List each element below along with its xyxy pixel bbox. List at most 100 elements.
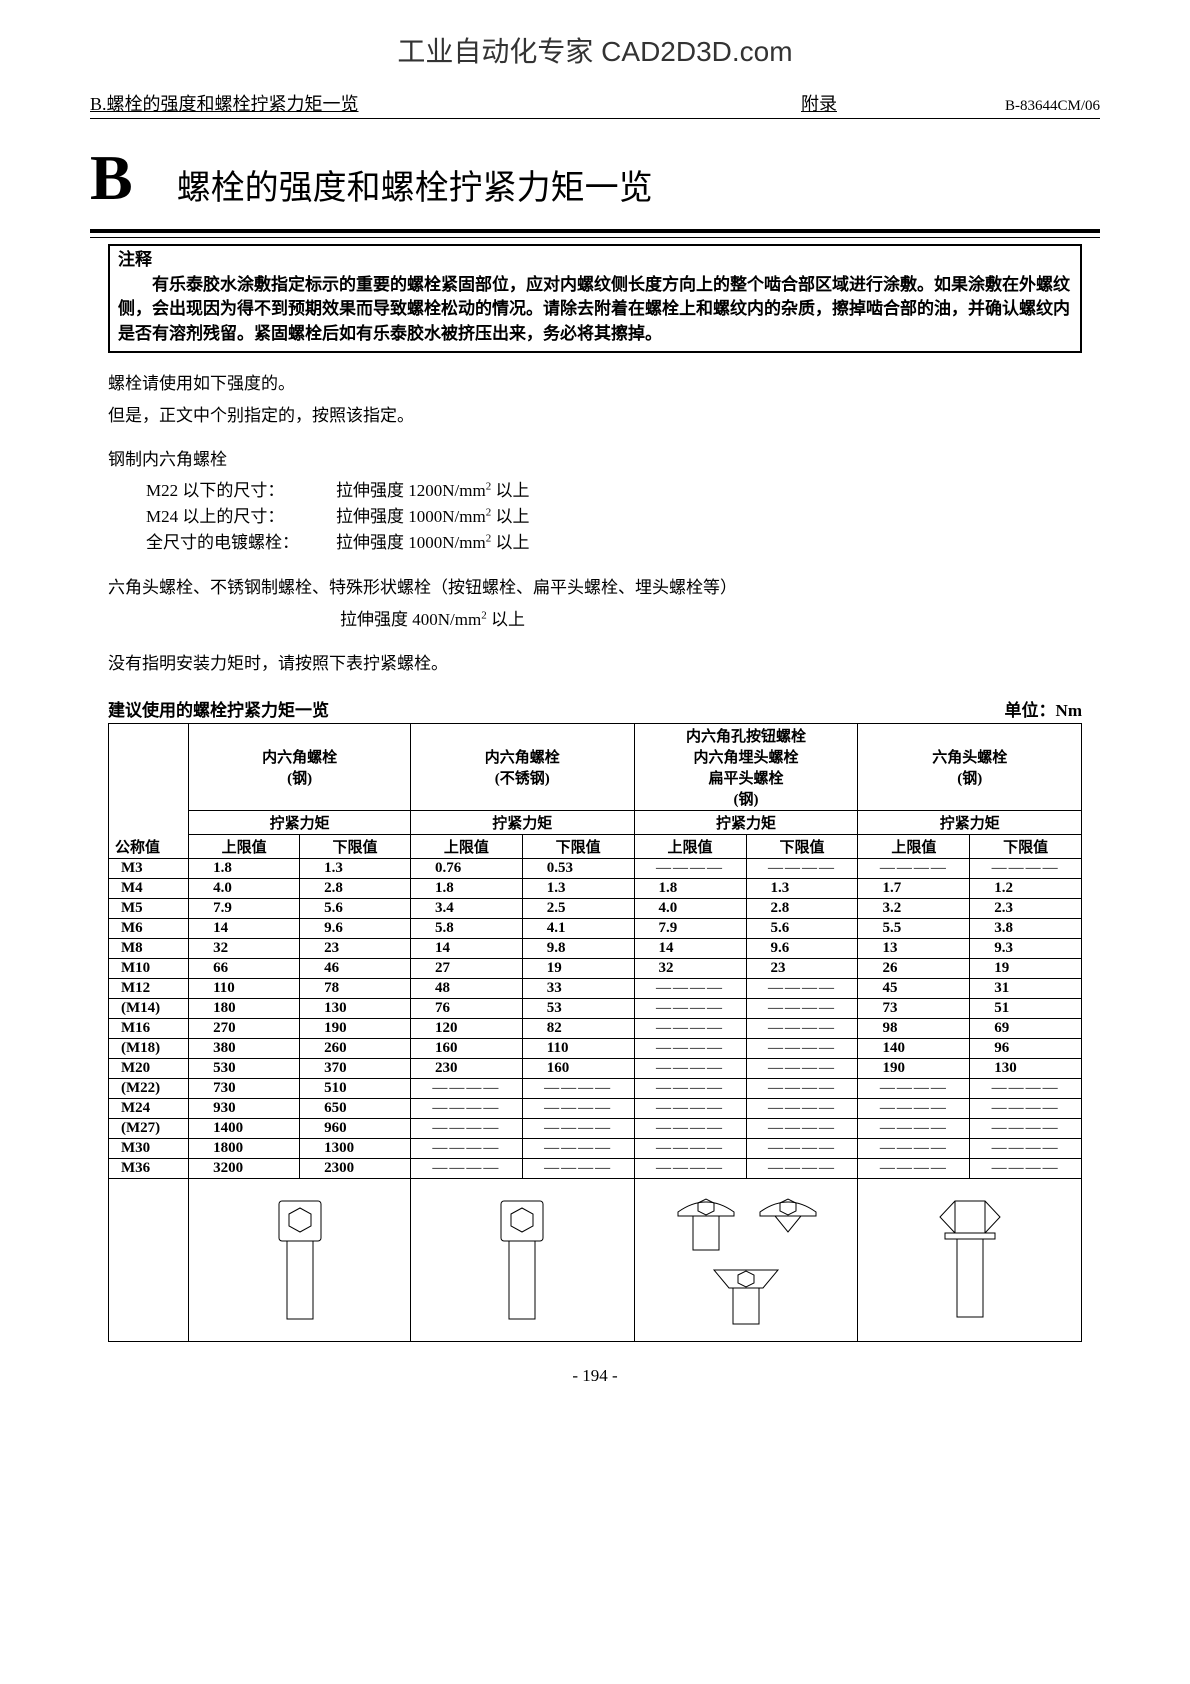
value-cell: 1.3 <box>300 858 411 878</box>
value-cell: 45 <box>858 978 970 998</box>
table-row: M106646271932232619 <box>109 958 1082 978</box>
value-cell: 160 <box>522 1058 634 1078</box>
value-cell: 19 <box>970 958 1082 978</box>
table-row: M1627019012082――――――――9869 <box>109 1018 1082 1038</box>
dash-cell: ―――― <box>970 858 1082 878</box>
value-cell: 7.9 <box>634 918 746 938</box>
dash-cell: ―――― <box>858 1138 970 1158</box>
value-cell: 2.8 <box>746 898 858 918</box>
upper-header: 上限值 <box>858 834 970 858</box>
illustration-socket-head-ss <box>411 1178 635 1341</box>
value-cell: 53 <box>522 998 634 1018</box>
header-doc-number: B-83644CM/06 <box>845 98 1100 115</box>
dash-cell: ―――― <box>746 1138 858 1158</box>
value-cell: 3.8 <box>970 918 1082 938</box>
value-cell: 51 <box>970 998 1082 1018</box>
dash-cell: ―――― <box>634 1058 746 1078</box>
value-cell: 9.3 <box>970 938 1082 958</box>
value-cell: 14 <box>634 938 746 958</box>
value-cell: 1.8 <box>189 858 300 878</box>
value-cell: 2.3 <box>970 898 1082 918</box>
value-cell: 46 <box>300 958 411 978</box>
dash-cell: ―――― <box>634 1078 746 1098</box>
dash-cell: ―――― <box>746 978 858 998</box>
value-cell: 0.53 <box>522 858 634 878</box>
socket-head-bolt-icon <box>487 1195 557 1325</box>
nominal-cell: M3 <box>109 858 189 878</box>
table-row: M83223149.8149.6139.3 <box>109 938 1082 958</box>
value-cell: 160 <box>411 1038 523 1058</box>
value-cell: 82 <box>522 1018 634 1038</box>
spec-label: 全尺寸的电镀螺栓： <box>146 530 336 556</box>
nominal-cell: M8 <box>109 938 189 958</box>
nominal-header: 公称值 <box>109 723 189 858</box>
dash-cell: ―――― <box>522 1118 634 1138</box>
value-cell: 140 <box>858 1038 970 1058</box>
lower-header: 下限值 <box>970 834 1082 858</box>
dash-cell: ―――― <box>746 858 858 878</box>
value-cell: 4.0 <box>189 878 300 898</box>
dash-cell: ―――― <box>858 1118 970 1138</box>
hex-head-bolt-icon <box>925 1195 1015 1325</box>
hex-bolt-line: 六角头螺栓、不锈钢制螺栓、特殊形状螺栓（按钮螺栓、扁平头螺栓、埋头螺栓等） <box>108 575 1082 601</box>
dash-cell: ―――― <box>634 1018 746 1038</box>
nominal-cell: M16 <box>109 1018 189 1038</box>
value-cell: 9.6 <box>300 918 411 938</box>
steel-bolt-title: 钢制内六角螺栓 <box>108 447 1082 473</box>
dash-cell: ―――― <box>746 1058 858 1078</box>
value-cell: 5.8 <box>411 918 523 938</box>
value-cell: 2.8 <box>300 878 411 898</box>
value-cell: 230 <box>411 1058 523 1078</box>
dash-cell: ―――― <box>522 1138 634 1158</box>
value-cell: 32 <box>189 938 300 958</box>
value-cell: 14 <box>189 918 300 938</box>
torque-header: 拧紧力矩 <box>411 810 635 834</box>
heading-rule <box>90 229 1100 238</box>
spec-label: M22 以下的尺寸： <box>146 478 336 504</box>
page-number: - 194 - <box>90 1366 1100 1386</box>
value-cell: 9.8 <box>522 938 634 958</box>
note-box: 注释 有乐泰胶水涂敷指定标示的重要的螺栓紧固部位，应对内螺纹侧长度方向上的整个啮… <box>108 244 1082 353</box>
value-cell: 27 <box>411 958 523 978</box>
value-cell: 1.2 <box>970 878 1082 898</box>
value-cell: 66 <box>189 958 300 978</box>
value-cell: 1300 <box>300 1138 411 1158</box>
value-cell: 31 <box>970 978 1082 998</box>
dash-cell: ―――― <box>858 858 970 878</box>
nominal-cell: (M18) <box>109 1038 189 1058</box>
dash-cell: ―――― <box>970 1118 1082 1138</box>
dash-cell: ―――― <box>522 1158 634 1178</box>
header-left-prefix: B. <box>90 94 107 115</box>
dash-cell: ―――― <box>746 1038 858 1058</box>
value-cell: 23 <box>300 938 411 958</box>
value-cell: 1.8 <box>634 878 746 898</box>
value-cell: 0.76 <box>411 858 523 878</box>
value-cell: 1.7 <box>858 878 970 898</box>
note-body: 有乐泰胶水涂敷指定标示的重要的螺栓紧固部位，应对内螺纹侧长度方向上的整个啮合部区… <box>118 273 1072 347</box>
value-cell: 380 <box>189 1038 300 1058</box>
upper-header: 上限值 <box>411 834 523 858</box>
torque-header: 拧紧力矩 <box>858 810 1082 834</box>
value-cell: 510 <box>300 1078 411 1098</box>
dash-cell: ―――― <box>634 978 746 998</box>
value-cell: 76 <box>411 998 523 1018</box>
torque-header: 拧紧力矩 <box>189 810 411 834</box>
dash-cell: ―――― <box>411 1118 523 1138</box>
table-row: M57.95.63.42.54.02.83.22.3 <box>109 898 1082 918</box>
nominal-cell: M30 <box>109 1138 189 1158</box>
value-cell: 1800 <box>189 1138 300 1158</box>
hex-bolt-spec: 拉伸强度 400N/mm2 以上 <box>340 607 1082 633</box>
nominal-cell: M12 <box>109 978 189 998</box>
dash-cell: ―――― <box>411 1158 523 1178</box>
dash-cell: ―――― <box>634 858 746 878</box>
button-flathead-bolt-icon <box>666 1190 826 1330</box>
value-cell: 26 <box>858 958 970 978</box>
value-cell: 270 <box>189 1018 300 1038</box>
table-row: (M27)1400960―――――――――――――――――――――――― <box>109 1118 1082 1138</box>
dash-cell: ―――― <box>746 1118 858 1138</box>
lower-header: 下限值 <box>746 834 858 858</box>
dash-cell: ―――― <box>411 1098 523 1118</box>
value-cell: 14 <box>411 938 523 958</box>
value-cell: 180 <box>189 998 300 1018</box>
spec-row-1: M22 以下的尺寸： 拉伸强度 1200N/mm2 以上 <box>146 478 1082 504</box>
